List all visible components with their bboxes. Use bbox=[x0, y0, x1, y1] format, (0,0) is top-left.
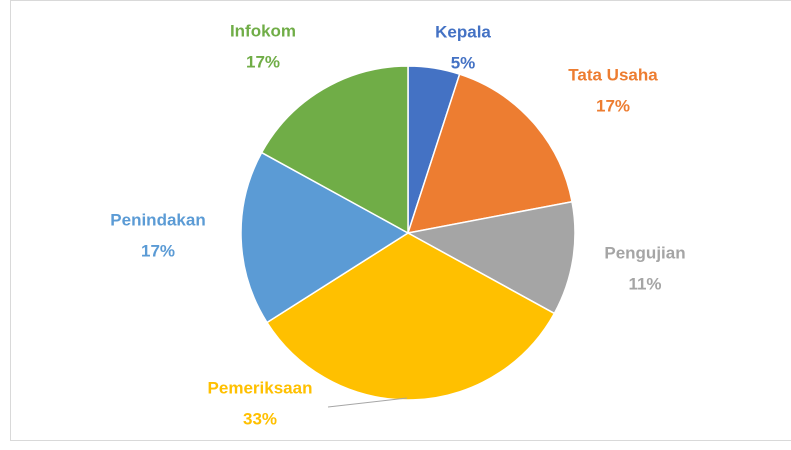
slice-label: Infokom bbox=[230, 21, 296, 40]
slice-value-label: 11% bbox=[628, 274, 661, 293]
pie-slice bbox=[240, 151, 410, 324]
slice-label: Pemeriksaan bbox=[208, 378, 313, 397]
leader-line bbox=[327, 397, 408, 408]
slice-label: Penindakan bbox=[110, 210, 205, 229]
slice-value-label: 5% bbox=[451, 53, 476, 72]
pie-slice bbox=[260, 65, 409, 235]
pie-slice bbox=[405, 200, 576, 315]
pie-slice bbox=[406, 73, 573, 234]
slice-value-label: 17% bbox=[141, 241, 175, 260]
slice-value-label: 17% bbox=[246, 52, 280, 71]
slice-label: Kepala bbox=[435, 22, 491, 41]
slice-value-label: 17% bbox=[596, 96, 630, 115]
slice-label: Tata Usaha bbox=[568, 65, 658, 84]
slice-value-label: 33% bbox=[243, 409, 277, 428]
pie-slice bbox=[265, 232, 556, 401]
chart-frame bbox=[10, 0, 791, 441]
slice-label: Pengujian bbox=[604, 243, 685, 262]
